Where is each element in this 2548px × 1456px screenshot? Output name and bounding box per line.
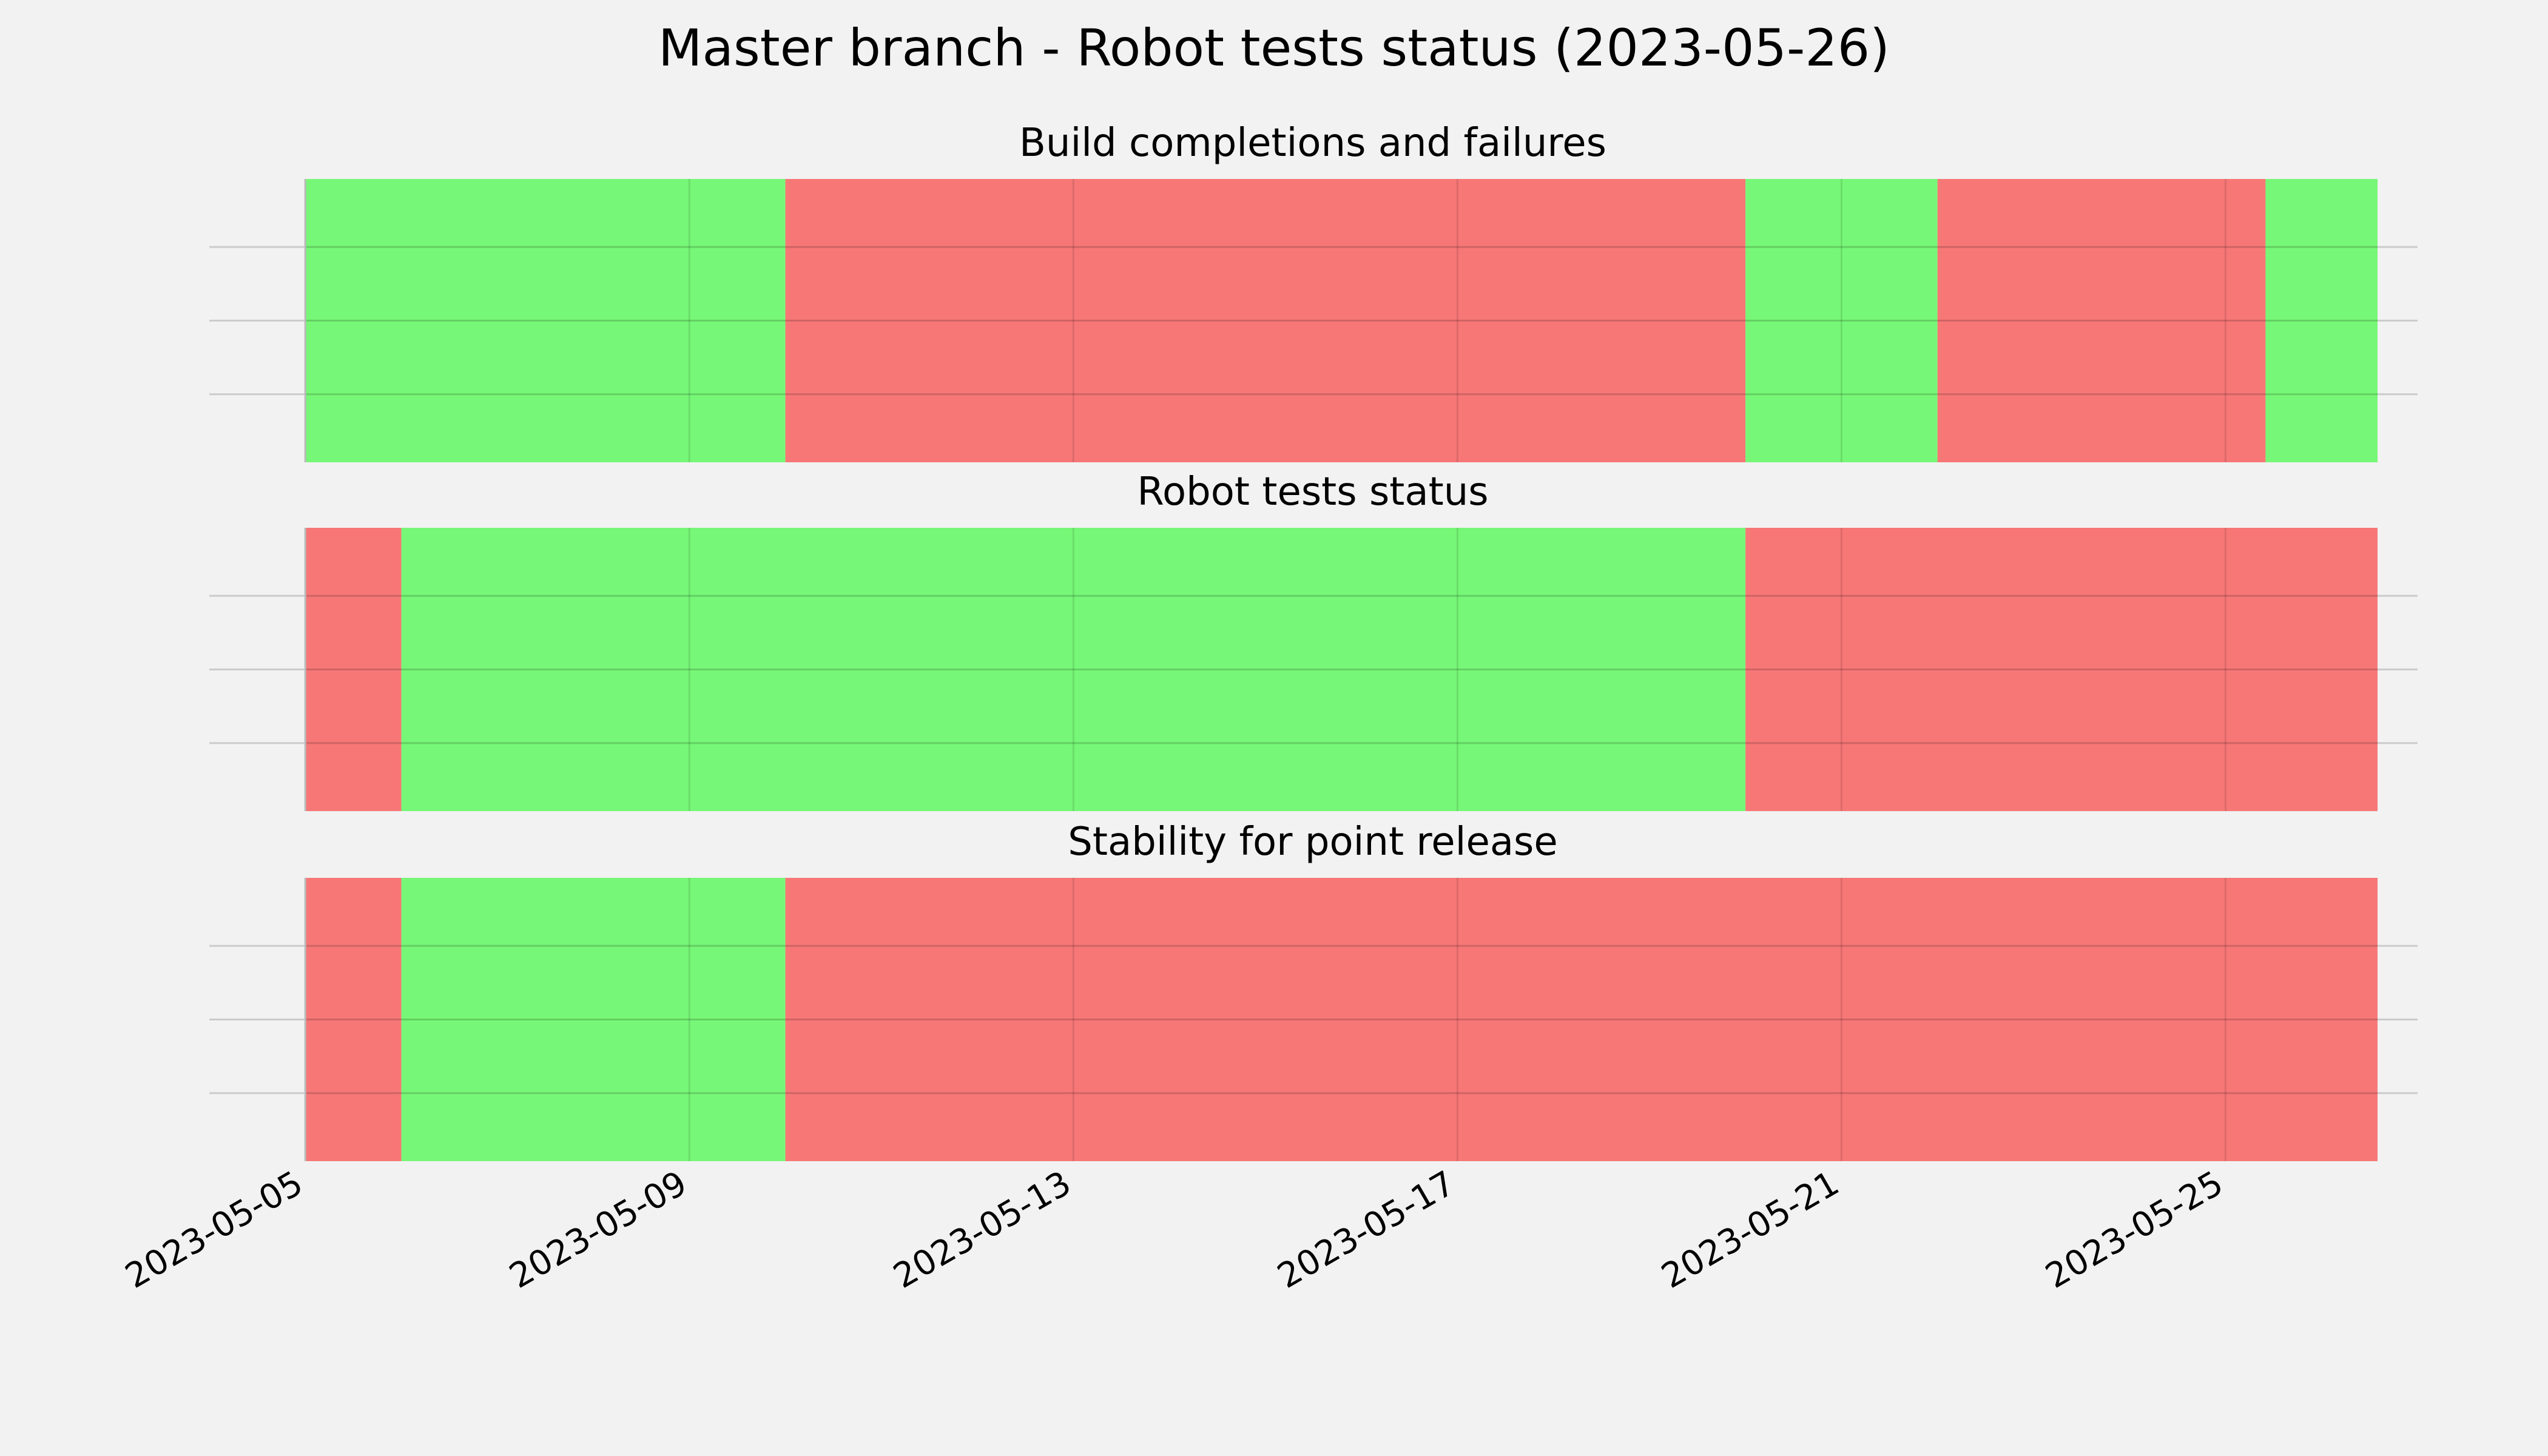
status-segment xyxy=(305,528,402,811)
panel: Build completions and failures xyxy=(209,121,2418,462)
status-segment xyxy=(1745,528,2378,811)
status-segment xyxy=(785,878,2378,1161)
chart-title: Master branch - Robot tests status (2023… xyxy=(658,18,1890,78)
status-segment xyxy=(1745,179,1938,462)
panel: Stability for point release xyxy=(209,820,2418,1161)
status-segment xyxy=(401,878,786,1161)
panel-title: Stability for point release xyxy=(1068,820,1558,864)
status-segment xyxy=(305,878,402,1161)
panel: Robot tests status xyxy=(209,470,2418,811)
status-segment xyxy=(785,179,1746,462)
status-segment xyxy=(1937,179,2266,462)
panel-title: Build completions and failures xyxy=(1019,121,1606,166)
panels: Build completions and failures Robot test… xyxy=(209,121,2418,1161)
status-segment xyxy=(305,179,786,462)
status-segment xyxy=(401,528,1746,811)
status-segment xyxy=(2265,179,2378,462)
panel-title: Robot tests status xyxy=(1137,470,1488,514)
